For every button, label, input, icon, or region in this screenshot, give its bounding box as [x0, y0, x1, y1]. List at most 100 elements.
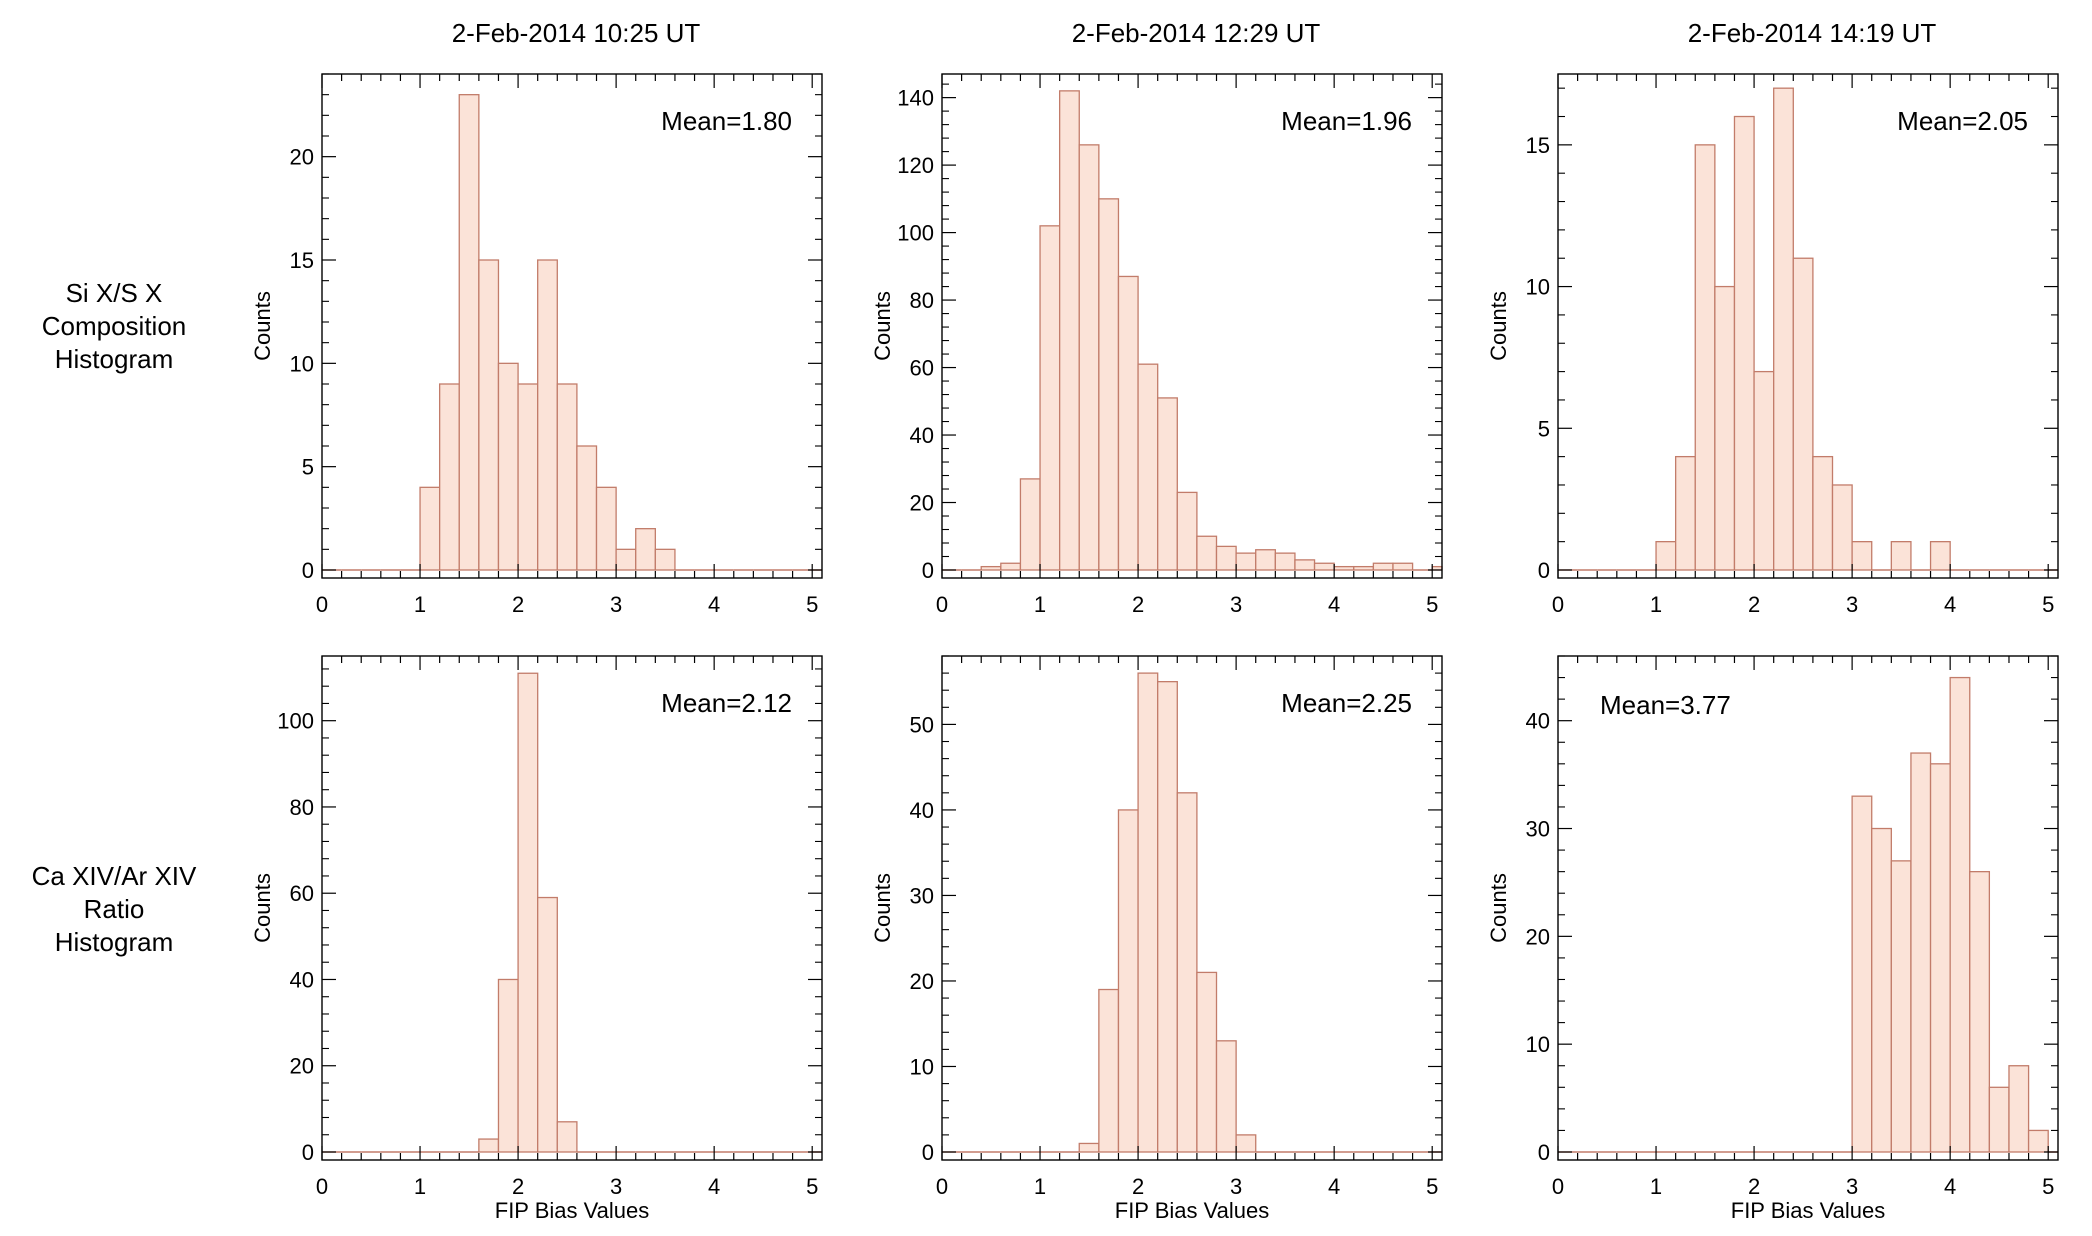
- row-label-top-line-3: Histogram: [54, 344, 174, 374]
- histogram-bar: [1157, 681, 1178, 1153]
- histogram-bar: [1176, 491, 1198, 571]
- histogram-bar: [1773, 87, 1794, 571]
- x-tick-label: 0: [1552, 1174, 1564, 1199]
- y-tick-label: 140: [897, 86, 934, 111]
- x-tick-label: 5: [1426, 592, 1438, 617]
- histogram-bar: [2027, 1129, 2049, 1153]
- histogram-bar: [1058, 90, 1080, 571]
- y-axis-label: Counts: [250, 291, 275, 361]
- x-tick-label: 2: [512, 592, 524, 617]
- histogram-bar: [576, 445, 598, 571]
- histogram-bar: [1714, 285, 1736, 571]
- x-axis-label: FIP Bias Values: [1731, 1198, 1885, 1223]
- y-tick-label: 0: [922, 1140, 934, 1165]
- y-axis-label: Counts: [1486, 291, 1511, 361]
- histogram-bar: [1078, 1142, 1100, 1153]
- x-tick-label: 5: [806, 1174, 818, 1199]
- histogram-bar: [1949, 676, 1971, 1153]
- row-label-bottom-line-3: Histogram: [54, 927, 174, 957]
- histogram-bar: [615, 548, 637, 571]
- plot-frame: [1557, 73, 2059, 579]
- histogram-bar: [1196, 971, 1218, 1153]
- histogram-bar: [1098, 988, 1120, 1153]
- histogram-bar: [1674, 455, 1696, 571]
- y-axis-label: Counts: [870, 873, 895, 943]
- x-tick-label: 3: [1230, 592, 1242, 617]
- y-tick-label: 20: [290, 1054, 314, 1079]
- x-tick-label: 2: [1748, 1174, 1760, 1199]
- histogram-bar: [1694, 144, 1716, 571]
- y-tick-label: 80: [290, 795, 314, 820]
- x-tick-label: 1: [414, 1174, 426, 1199]
- histogram-bar: [1176, 792, 1198, 1153]
- histogram-bar: [478, 1138, 500, 1153]
- histogram-bar: [1831, 484, 1853, 571]
- plot-frame: [941, 655, 1443, 1161]
- y-axis-label: Counts: [250, 873, 275, 943]
- histogram-bar: [1890, 860, 1912, 1153]
- histogram-bar: [635, 528, 656, 571]
- histogram-bar: [1655, 541, 1677, 571]
- y-axis-label: Counts: [870, 291, 895, 361]
- y-tick-label: 0: [1538, 1140, 1550, 1165]
- panel-top-right: 0 1 2 3 4 5 0 5 10 15 Counts 2-Feb-2014 14:19 UT Mea…: [1486, 18, 2059, 617]
- histogram-bar: [419, 486, 441, 571]
- x-tick-label: 5: [1426, 1174, 1438, 1199]
- x-tick-label: 1: [1034, 1174, 1046, 1199]
- y-tick-label: 100: [897, 221, 934, 246]
- histogram-bar: [2008, 1065, 2030, 1153]
- histogram-bar: [980, 565, 1002, 571]
- y-tick-label: 30: [910, 883, 934, 908]
- histogram-bar: [1313, 562, 1335, 571]
- plot-frame: [321, 73, 823, 579]
- mean-annotation: Mean=3.77: [1600, 690, 1731, 720]
- x-tick-label: 1: [1034, 592, 1046, 617]
- x-tick-label: 3: [1230, 1174, 1242, 1199]
- y-tick-label: 80: [910, 288, 934, 313]
- y-tick-label: 20: [290, 145, 314, 170]
- histogram-bar: [1039, 225, 1061, 571]
- x-tick-label: 2: [1132, 592, 1144, 617]
- y-tick-label: 0: [922, 558, 934, 583]
- plot-frame: [941, 73, 1443, 579]
- histogram-bar: [1792, 257, 1814, 571]
- mean-annotation: Mean=1.96: [1281, 106, 1412, 136]
- x-tick-label: 2: [1748, 592, 1760, 617]
- histogram-bar: [1235, 552, 1257, 571]
- panel-title: 2-Feb-2014 14:19 UT: [1688, 18, 1937, 48]
- row-label-bottom-line-2: Ratio: [83, 894, 145, 924]
- x-tick-label: 5: [2042, 592, 2054, 617]
- mean-annotation: Mean=2.25: [1281, 688, 1412, 718]
- histogram-bar: [1078, 144, 1100, 571]
- histogram-bar: [497, 978, 519, 1153]
- histogram-bar: [1851, 541, 1873, 571]
- mean-annotation: Mean=2.05: [1897, 106, 2028, 136]
- histogram-bar: [1753, 370, 1775, 571]
- y-tick-label: 10: [1526, 1032, 1550, 1057]
- histogram-bar: [1117, 809, 1139, 1153]
- row-label-bottom: Ca XIV/Ar XIV Ratio Histogram: [0, 860, 228, 959]
- x-tick-label: 3: [610, 592, 622, 617]
- panel-top-left: 0 1 2 3 4 5 0 5 10 15 20 Counts 2-Feb-2014 10:25 UT M…: [250, 18, 823, 617]
- y-tick-label: 5: [302, 455, 314, 480]
- x-tick-label: 0: [316, 1174, 328, 1199]
- histogram-bar: [1333, 565, 1355, 571]
- histogram-bar: [1196, 535, 1218, 571]
- histogram-bar: [1019, 478, 1041, 571]
- histogram-bar: [1929, 763, 1951, 1153]
- plot-frame: [321, 655, 823, 1161]
- y-tick-label: 10: [910, 1054, 934, 1079]
- x-tick-label: 3: [610, 1174, 622, 1199]
- y-tick-label: 60: [290, 881, 314, 906]
- x-tick-label: 5: [2042, 1174, 2054, 1199]
- x-tick-label: 3: [1846, 1174, 1858, 1199]
- histogram-bar: [1890, 541, 1912, 571]
- histogram-bar: [517, 672, 539, 1153]
- y-tick-label: 60: [910, 356, 934, 381]
- y-tick-label: 5: [1538, 416, 1550, 441]
- histogram-bar: [1000, 562, 1022, 571]
- histogram-bar: [537, 896, 558, 1153]
- y-tick-label: 100: [277, 709, 314, 734]
